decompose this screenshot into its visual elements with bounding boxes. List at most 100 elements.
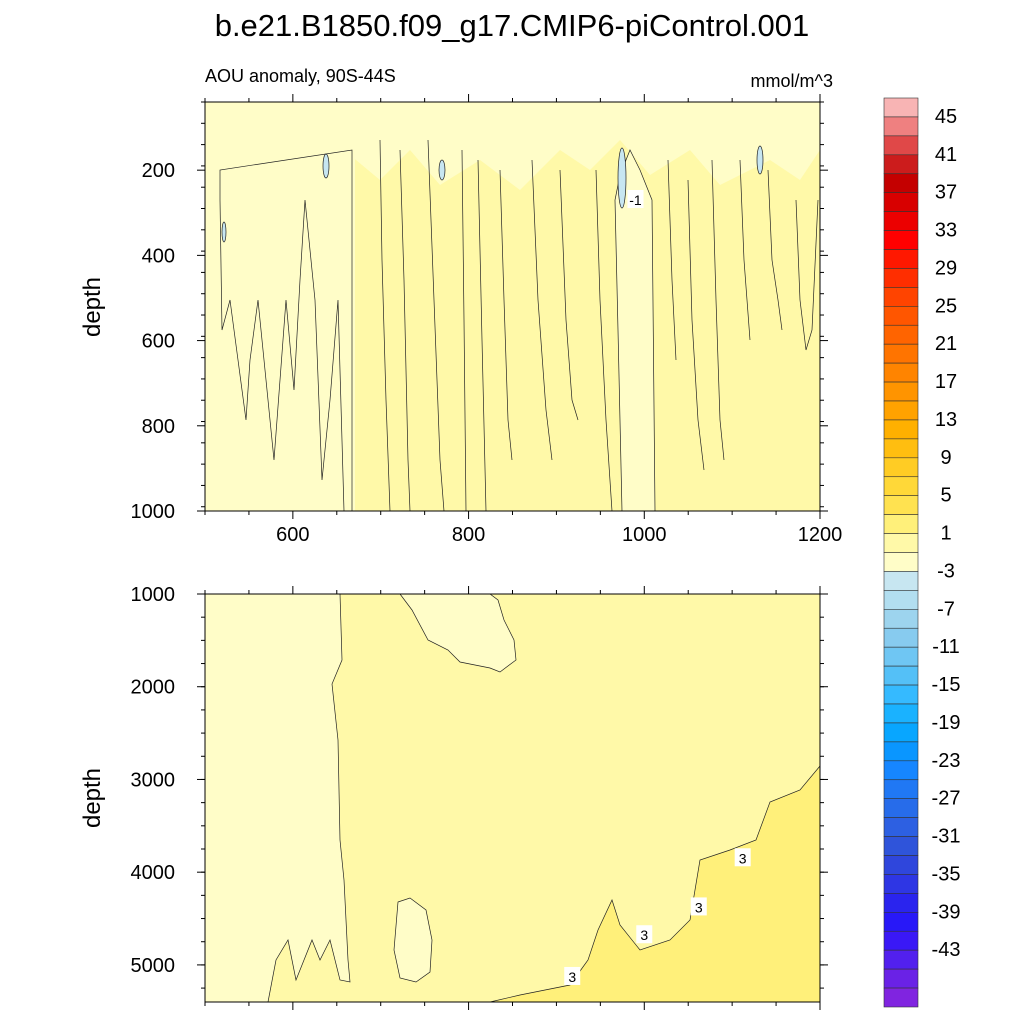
colorbar-swatch xyxy=(883,306,919,326)
colorbar-tick-label: 29 xyxy=(935,257,957,279)
colorbar-tick-label: 17 xyxy=(935,371,957,393)
colorbar-swatch xyxy=(883,552,919,572)
colorbar-swatch xyxy=(883,268,919,288)
lower-deep-region xyxy=(489,765,821,1003)
colorbar-tick-label: -19 xyxy=(932,712,961,734)
colorbar-tick-label: 21 xyxy=(935,333,957,355)
colorbar-swatch xyxy=(883,760,919,781)
colorbar-swatch xyxy=(883,192,919,212)
colorbar-tick-label: -43 xyxy=(932,939,961,961)
colorbar-swatch xyxy=(883,211,919,231)
colorbar-swatch xyxy=(883,381,919,402)
contour-label: 3 xyxy=(568,969,576,985)
y-tick-label: 200 xyxy=(142,160,175,182)
colorbar-swatch xyxy=(883,703,919,724)
colorbar-swatch xyxy=(883,154,919,175)
chart-title: b.e21.B1850.f09_g17.CMIP6-piControl.001 xyxy=(215,8,810,43)
colorbar-tick-label: -7 xyxy=(937,598,955,620)
y-tick-label: 1000 xyxy=(131,584,176,606)
colorbar-swatch xyxy=(883,324,919,345)
colorbar-swatch xyxy=(883,419,919,440)
contour-label-bg xyxy=(734,848,751,867)
colorbar-swatch xyxy=(883,798,919,818)
colorbar-swatch xyxy=(883,571,919,591)
colorbar-swatch xyxy=(883,230,919,250)
y-tick-label: 3000 xyxy=(131,769,176,791)
colorbar-tick-label: 1 xyxy=(940,523,951,545)
colorbar-tick-label: 45 xyxy=(935,106,957,128)
x-tick-label: 800 xyxy=(452,524,485,546)
colorbar-swatch xyxy=(883,116,919,137)
y-tick-label: 800 xyxy=(142,416,175,438)
colorbar-tick-label: 13 xyxy=(935,409,957,431)
contour-label-bg xyxy=(564,966,581,985)
colorbar-swatch xyxy=(883,912,919,932)
colorbar-swatch xyxy=(883,97,919,118)
y-tick-label: 4000 xyxy=(131,862,176,884)
colorbar-swatch xyxy=(883,722,919,743)
colorbar-tick-label: -15 xyxy=(932,674,961,696)
contour-label: 3 xyxy=(640,927,648,943)
colorbar-swatch xyxy=(883,665,919,686)
colorbar-swatch xyxy=(883,855,919,875)
colorbar-swatch xyxy=(883,779,919,799)
colorbar-tick-label: -23 xyxy=(932,750,961,772)
y-tick-label: 5000 xyxy=(131,955,176,977)
colorbar-swatch xyxy=(883,362,919,383)
contour-label-bg xyxy=(627,189,644,208)
lower-y-axis-label: depth xyxy=(79,768,106,828)
colorbar-swatch xyxy=(883,438,919,459)
y-tick-label: 2000 xyxy=(131,677,176,699)
upper-depth-panel: -1 600 800 1000 1200 200 400 600 800 1000 depth xyxy=(79,94,842,546)
colorbar-tick-label: 37 xyxy=(935,182,957,204)
y-tick-label: 400 xyxy=(142,245,175,267)
colorbar-swatch xyxy=(883,893,919,913)
upper-contour-labels: -1 xyxy=(627,189,644,208)
y-tick-label: 1000 xyxy=(131,501,176,523)
colorbar-tick-label: 33 xyxy=(935,220,957,242)
lower-contour-labels: 3 3 3 3 xyxy=(564,848,751,985)
upper-light-band-top xyxy=(205,102,820,190)
upper-y-axis-label: depth xyxy=(79,277,106,337)
colorbar-swatch xyxy=(883,968,919,989)
colorbar: 45 41 37 33 29 25 21 17 13 9 5 1 -3 -7 -11 -15 -19 -23 -27… xyxy=(883,97,961,1008)
colorbar-swatch xyxy=(883,836,919,856)
colorbar-swatch xyxy=(883,249,919,269)
contour-label: -1 xyxy=(629,192,642,208)
lower-field-west xyxy=(204,593,351,1003)
colorbar-swatch xyxy=(883,590,919,610)
colorbar-swatch xyxy=(883,987,919,1008)
colorbar-swatch xyxy=(883,533,919,553)
colorbar-swatch xyxy=(883,817,919,837)
lower-isolated-patch xyxy=(393,897,433,983)
colorbar-tick-label: -3 xyxy=(937,560,955,582)
panel-left-label: AOU anomaly, 90S-44S xyxy=(205,66,396,86)
upper-contour-lines xyxy=(379,139,819,512)
contour-label-bg xyxy=(690,897,707,916)
colorbar-swatch xyxy=(883,173,919,193)
units-label: mmol/m^3 xyxy=(751,71,833,91)
colorbar-swatch xyxy=(883,400,919,421)
colorbar-swatch xyxy=(883,741,919,762)
colorbar-swatch xyxy=(883,874,919,894)
upper-y-axis: 200 400 600 800 1000 xyxy=(131,101,828,523)
colorbar-tick-label: 41 xyxy=(935,144,957,166)
colorbar-tick-label: -27 xyxy=(932,788,961,810)
colorbar-tick-label: 25 xyxy=(935,295,957,317)
colorbar-tick-label: 9 xyxy=(940,447,951,469)
contour-label: 3 xyxy=(695,899,703,915)
x-tick-label: 1000 xyxy=(622,524,667,546)
colorbar-swatch xyxy=(883,627,919,648)
lower-y-axis: 1000 2000 3000 4000 5000 xyxy=(131,584,828,989)
colorbar-swatch xyxy=(883,287,919,307)
colorbar-swatch xyxy=(883,457,919,478)
lower-x-axis xyxy=(204,586,821,1010)
colorbar-swatch xyxy=(883,609,919,629)
colorbar-swatch xyxy=(883,684,919,705)
colorbar-tick-label: 5 xyxy=(940,485,951,507)
contour-label-bg xyxy=(636,925,653,944)
colorbar-swatch xyxy=(883,646,919,667)
colorbar-swatch xyxy=(883,476,919,496)
x-tick-label: 1200 xyxy=(798,524,843,546)
